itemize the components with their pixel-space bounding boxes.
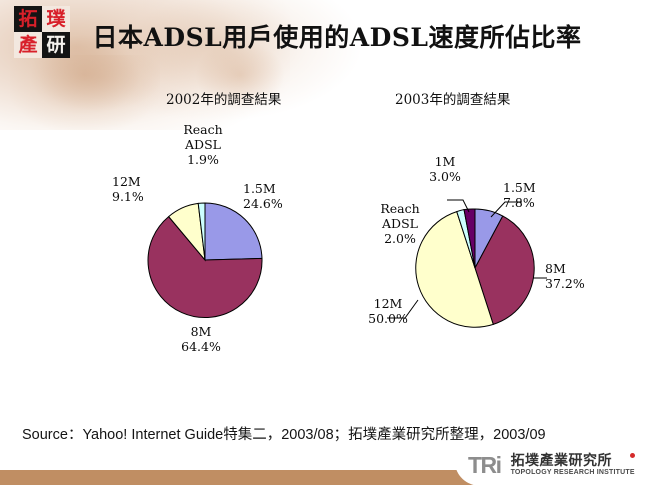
page-title: 日本ADSL用戶使用的ADSL速度所佔比率	[92, 23, 582, 52]
leader-line-1.5m	[490, 201, 522, 218]
tri-name-block: 拓墣產業研究所 TOPOLOGY RESEARCH INSTITUTE	[511, 454, 635, 476]
label-value: 7.8%	[503, 194, 535, 210]
pie-slice-12M	[415, 210, 494, 328]
tri-red-dot-icon	[629, 453, 635, 458]
label-name: 8M	[190, 324, 212, 339]
pie-label-2003-8m: 8M 37.2%	[545, 261, 609, 292]
seal-char-4: 研	[42, 32, 70, 58]
label-value: 64.4%	[181, 338, 221, 354]
pie-label-2002-1.5m: 1.5M 24.6%	[243, 181, 303, 212]
pie-label-2003-1.5m: 1.5M 7.8%	[503, 180, 559, 211]
label-name: 12M	[112, 174, 141, 189]
chart-title-2002: 2002年的調查結果	[166, 92, 282, 108]
tri-wordmark: TRi	[468, 451, 502, 478]
pie-label-2003-1m: 1M 3.0%	[419, 154, 471, 185]
label-value: 37.2%	[545, 275, 585, 291]
footer-notch	[455, 460, 650, 485]
tri-name-english: TOPOLOGY RESEARCH INSTITUTE	[510, 468, 635, 476]
label-name: 1.5M	[503, 180, 536, 195]
pie-slice-1M	[463, 208, 476, 269]
pie-chart-2002	[100, 150, 320, 365]
seal-char-1: 拓	[14, 6, 42, 32]
label-name-line2: ADSL	[382, 215, 418, 231]
pie-slice-8M	[474, 215, 535, 326]
label-name: 8M	[545, 261, 566, 276]
label-value: 2.0%	[384, 230, 416, 246]
label-name-line2: ADSL	[185, 136, 221, 152]
company-seal-logo: 拓 璞 產 研	[14, 6, 70, 58]
label-value: 24.6%	[243, 195, 283, 211]
label-value: 9.1%	[112, 188, 144, 204]
source-note: Source：Yahoo! Internet Guide特集二，2003/08；…	[22, 427, 546, 443]
pie-label-2003-reach-adsl: Reach ADSL 2.0%	[369, 201, 431, 246]
tri-name-chinese: 拓墣產業研究所	[510, 452, 613, 469]
watercolor-wash	[40, 55, 160, 110]
seal-char-2: 璞	[42, 6, 70, 32]
pie-chart-2003	[355, 150, 640, 365]
pie-label-2002-8m: 8M 64.4%	[166, 324, 236, 355]
leader-line-1m	[447, 199, 470, 213]
pie-slice-1.5M	[204, 202, 263, 261]
leader-line-12m	[387, 299, 419, 319]
pie-slice-Reach-ADSL	[197, 202, 206, 261]
label-name: 1M	[434, 154, 456, 169]
chart-title-2003: 2003年的調查結果	[395, 92, 511, 108]
pie-label-2002-reach-adsl: Reach ADSL 1.9%	[168, 122, 238, 167]
label-value: 50.0%	[368, 310, 408, 326]
pie-label-2002-12m: 12M 9.1%	[112, 174, 164, 205]
pie-label-2003-12m: 12M 50.0%	[357, 296, 419, 327]
label-value: 1.9%	[187, 151, 219, 167]
seal-char-3: 產	[14, 32, 42, 58]
pie-svg-2003	[387, 199, 547, 328]
label-value: 3.0%	[429, 168, 461, 184]
label-name-line1: Reach	[183, 122, 223, 137]
pie-svg-2002	[147, 202, 263, 318]
tri-footer-logo: TRi 拓墣產業研究所 TOPOLOGY RESEARCH INSTITUTE	[468, 452, 635, 478]
label-name-line1: Reach	[380, 201, 420, 216]
label-name: 1.5M	[243, 181, 276, 196]
label-name: 12M	[373, 296, 403, 311]
pie-slice-8M	[147, 215, 263, 318]
